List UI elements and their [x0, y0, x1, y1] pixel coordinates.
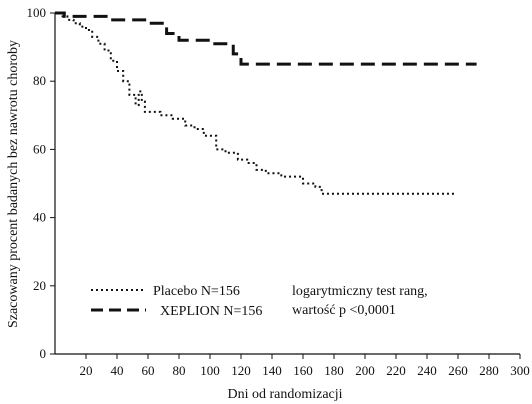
x-tick-label: 80 — [173, 363, 186, 378]
x-tick-label: 260 — [448, 363, 468, 378]
x-tick-label: 160 — [293, 363, 313, 378]
stat-note: logarytmiczny test rang, wartość p <0,00… — [292, 284, 428, 318]
y-ticks: 0 20 40 60 80 100 — [27, 5, 55, 361]
x-tick-label: 140 — [262, 363, 282, 378]
axes — [54, 13, 520, 355]
series-layer — [55, 11, 477, 195]
y-tick-label: 60 — [33, 141, 46, 156]
y-axis-title: Szacowany procent badanych bez nawrotu c… — [6, 40, 21, 328]
series-line-placebo — [55, 12, 455, 195]
y-tick-label: 20 — [33, 278, 46, 293]
x-tick-label: 100 — [200, 363, 220, 378]
y-tick-label: 80 — [33, 73, 46, 88]
legend: Placebo N=156 XEPLION N=156 — [91, 284, 262, 319]
x-tick-label: 220 — [386, 363, 406, 378]
y-tick-label: 0 — [40, 346, 47, 361]
x-ticks: 20 40 60 80 100 120 140 160 180 200 220 240 260 280 30… — [80, 354, 530, 378]
legend-label-placebo: Placebo N=156 — [153, 284, 240, 299]
x-tick-label: 20 — [80, 363, 93, 378]
x-tick-label: 200 — [355, 363, 375, 378]
x-tick-label: 300 — [510, 363, 530, 378]
legend-label-xeplion: XEPLION N=156 — [160, 304, 262, 319]
x-tick-label: 120 — [231, 363, 251, 378]
series-line-xeplion — [55, 11, 477, 66]
note-line-1: logarytmiczny test rang, — [292, 284, 428, 299]
x-tick-label: 40 — [111, 363, 124, 378]
x-tick-label: 280 — [479, 363, 499, 378]
note-line-2: wartość p <0,0001 — [292, 303, 396, 318]
y-tick-label: 100 — [27, 5, 47, 20]
x-tick-label: 180 — [324, 363, 344, 378]
x-tick-label: 60 — [142, 363, 155, 378]
x-axis-title: Dni od randomizacji — [227, 387, 342, 402]
y-tick-label: 40 — [33, 210, 46, 225]
x-tick-label: 240 — [417, 363, 437, 378]
